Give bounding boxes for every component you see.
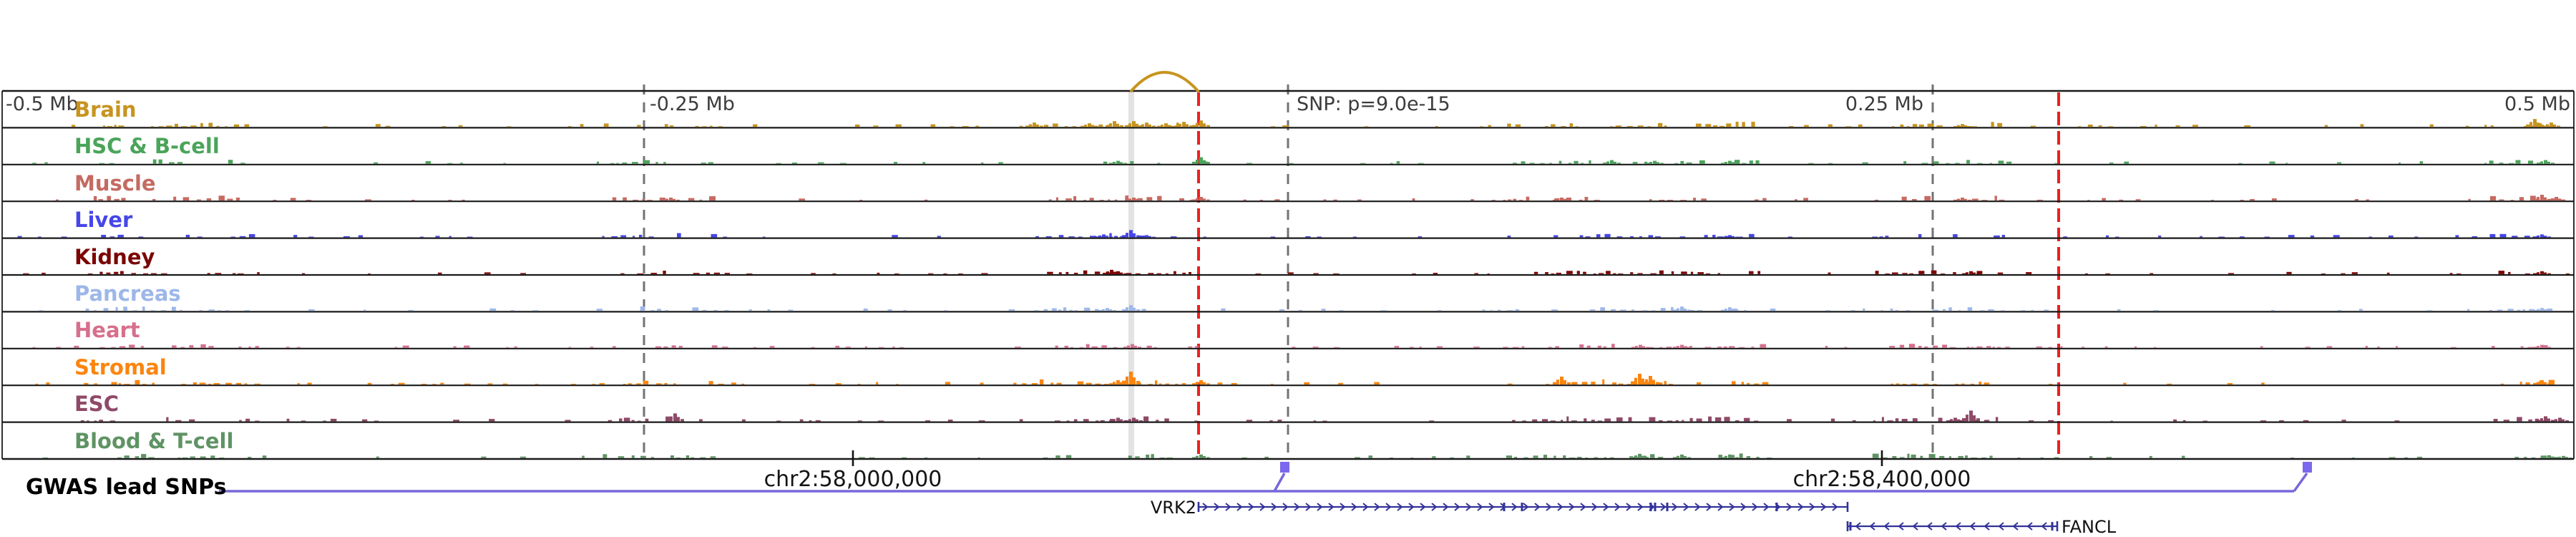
gwas-lead-snps-label: GWAS lead SNPs (26, 475, 227, 500)
coordinate-label-chr2-58400000: chr2:58,400,000 (1792, 467, 1971, 492)
track-signal-brain (71, 119, 2560, 127)
track-signal-stromal (35, 372, 2555, 385)
track-signal-pancreas (39, 305, 2553, 311)
gene-model-vrk2 (1197, 502, 1849, 512)
track-signal-hsc-b-cell (32, 157, 2555, 164)
track-label-stromal: Stromal (74, 354, 167, 379)
track-label-heart: Heart (74, 318, 140, 343)
track-label-hsc-b-cell: HSC & B-cell (74, 134, 220, 159)
track-signal-esc (80, 410, 2569, 422)
track-label-liver: Liver (74, 208, 133, 233)
gene-model-fancl (1846, 521, 2059, 531)
track-frame (1, 90, 2575, 460)
gwas-lead-snp-marker (2303, 462, 2312, 473)
track-signal-muscle (55, 195, 2565, 201)
coordinate-label-chr2-58000000: chr2:58,000,000 (763, 467, 942, 492)
scale-label-minus-0.5mb: -0.5 Mb (6, 93, 79, 115)
gwas-lead-snp-marker (1280, 462, 1289, 473)
scale-label-plus-0.25mb: 0.25 Mb (1845, 93, 1923, 115)
track-label-brain: Brain (74, 97, 137, 122)
track-label-pancreas: Pancreas (74, 281, 181, 306)
coordinate-ticks (852, 450, 1883, 466)
scale-label-plus-0.5mb: 0.5 Mb (2504, 93, 2570, 115)
scale-label-minus-0.25mb: -0.25 Mb (650, 93, 735, 115)
gwas-lead-snps-track (219, 462, 2312, 493)
track-signal-kidney (23, 269, 2570, 274)
chromatin-loop-arc (1129, 71, 1200, 93)
track-label-muscle: Muscle (74, 170, 156, 195)
track-label-kidney: Kidney (74, 244, 155, 269)
track-signal-heart (32, 344, 2551, 348)
track-label-esc: ESC (74, 392, 119, 417)
gene-label-fancl: FANCL (2062, 517, 2117, 537)
mb-gridlines (643, 84, 1934, 459)
track-label-blood-t-cell: Blood & T-cell (74, 428, 234, 453)
gene-label-vrk2: VRK2 (1150, 498, 1196, 518)
track-signal-liver (17, 230, 2551, 238)
snp-pvalue-label: SNP: p=9.0e-15 (1297, 93, 1450, 115)
track-signal-blood-t-cell (42, 453, 2572, 458)
